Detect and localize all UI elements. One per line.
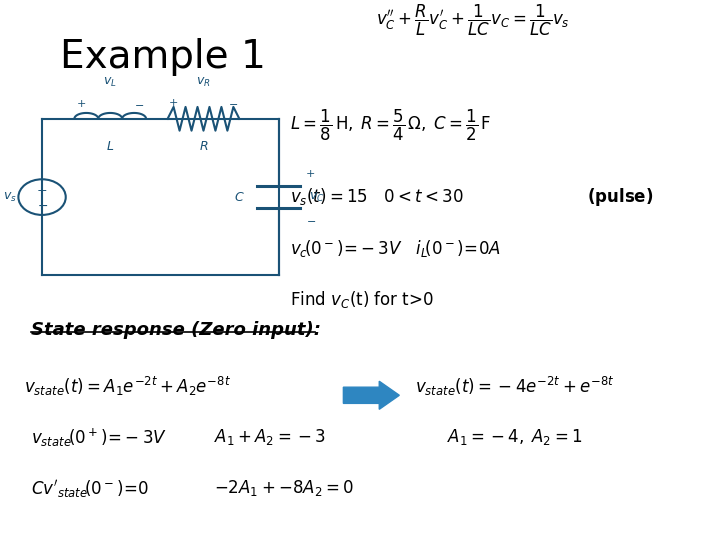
Text: $A_1 = -4,\; A_2 = 1$: $A_1 = -4,\; A_2 = 1$ xyxy=(447,427,582,447)
Text: $L$: $L$ xyxy=(106,140,114,153)
Text: $-$: $-$ xyxy=(228,98,238,107)
Text: $L = \dfrac{1}{8}\,\mathrm{H},\; R = \dfrac{5}{4}\,\Omega,\; C = \dfrac{1}{2}\,\: $L = \dfrac{1}{8}\,\mathrm{H},\; R = \df… xyxy=(289,108,491,143)
Text: $-2A_1 + {-8}A_2 = 0$: $-2A_1 + {-8}A_2 = 0$ xyxy=(215,478,354,498)
Text: Example 1: Example 1 xyxy=(60,38,266,76)
FancyArrow shape xyxy=(343,381,400,409)
Text: +: + xyxy=(76,99,86,109)
Text: +: + xyxy=(37,184,48,197)
Text: $R$: $R$ xyxy=(199,140,208,153)
Text: State response (Zero input):: State response (Zero input): xyxy=(31,321,321,339)
Text: $-$: $-$ xyxy=(306,215,316,225)
Text: $-$: $-$ xyxy=(134,99,144,109)
Text: $v_R$: $v_R$ xyxy=(196,76,211,89)
Text: $-$: $-$ xyxy=(37,199,48,212)
Text: $v_{state}\!\left(0^+\right)\!=\!-3V$: $v_{state}\!\left(0^+\right)\!=\!-3V$ xyxy=(31,427,167,449)
Text: +: + xyxy=(306,170,315,179)
Text: $Cv'_{state}\!\left(0^-\right)\!=\!0$: $Cv'_{state}\!\left(0^-\right)\!=\!0$ xyxy=(31,478,150,500)
Text: $v_s(t) = 15 \quad 0 < t < 30$: $v_s(t) = 15 \quad 0 < t < 30$ xyxy=(289,186,463,207)
Text: $v_{state}(t) = A_1 e^{-2t} + A_2 e^{-8t}$: $v_{state}(t) = A_1 e^{-2t} + A_2 e^{-8t… xyxy=(24,375,231,399)
Text: +: + xyxy=(169,98,179,107)
Text: $v_C$: $v_C$ xyxy=(309,191,325,204)
Text: $v_{state}(t) = -4e^{-2t} + e^{-8t}$: $v_{state}(t) = -4e^{-2t} + e^{-8t}$ xyxy=(415,375,615,399)
Text: $v_C'' + \dfrac{R}{L}v_C' + \dfrac{1}{LC}v_C = \dfrac{1}{LC}v_s$: $v_C'' + \dfrac{R}{L}v_C' + \dfrac{1}{LC… xyxy=(376,3,570,38)
Text: $v_c\!\left(0^-\right)\!=\!-3V \quad i_L\!\left(0^-\right)\!=\!0A$: $v_c\!\left(0^-\right)\!=\!-3V \quad i_L… xyxy=(289,238,500,259)
Text: $C$: $C$ xyxy=(234,191,244,204)
Text: Find $v_C$(t) for t>0: Find $v_C$(t) for t>0 xyxy=(289,289,433,310)
Text: $v_L$: $v_L$ xyxy=(104,76,117,89)
Text: $v_s$: $v_s$ xyxy=(3,191,17,204)
Text: $\mathbf{(pulse)}$: $\mathbf{(pulse)}$ xyxy=(588,186,654,208)
Text: $A_1 + A_2 = -3$: $A_1 + A_2 = -3$ xyxy=(215,427,326,447)
